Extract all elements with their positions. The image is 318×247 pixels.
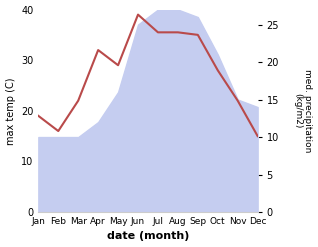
Y-axis label: max temp (C): max temp (C) (5, 77, 16, 144)
X-axis label: date (month): date (month) (107, 231, 189, 242)
Y-axis label: med. precipitation
(kg/m2): med. precipitation (kg/m2) (293, 69, 313, 152)
